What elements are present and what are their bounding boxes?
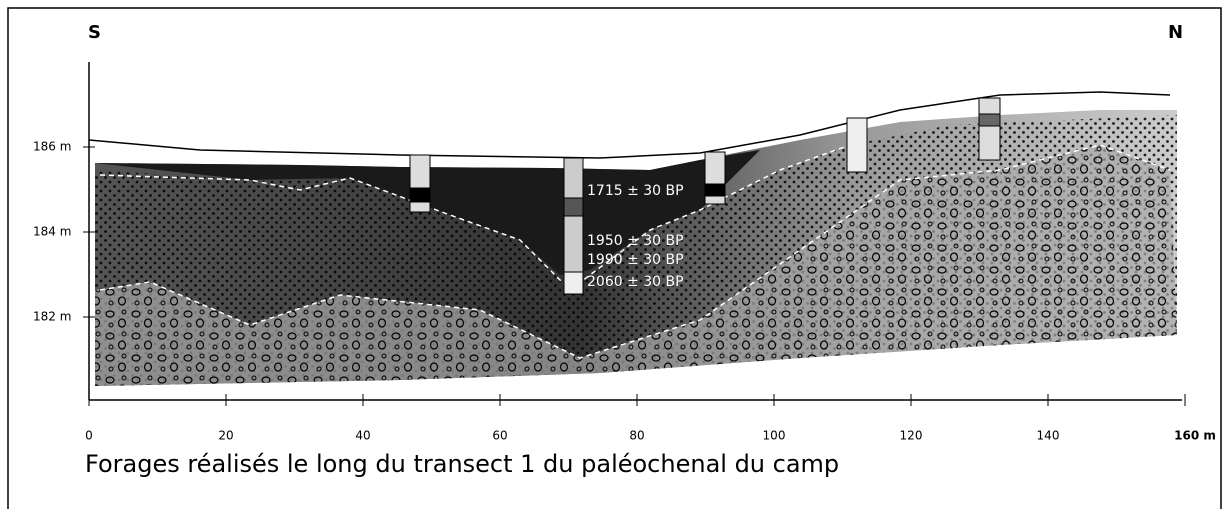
x-tick-label: 120 bbox=[900, 429, 923, 443]
x-tick-label: 60 bbox=[492, 429, 507, 443]
x-tick-label: 20 bbox=[218, 429, 233, 443]
caption: Forages réalisés le long du transect 1 d… bbox=[85, 450, 839, 478]
date-label: 1715 ± 30 BP bbox=[587, 183, 684, 199]
x-tick-label: 80 bbox=[629, 429, 644, 443]
date-label: 1950 ± 30 BP bbox=[587, 233, 684, 249]
x-tick-label: 40 bbox=[355, 429, 370, 443]
x-tick-label: 160 m bbox=[1174, 429, 1216, 443]
y-tick-label: 182 m bbox=[33, 310, 71, 324]
y-tick-label: 186 m bbox=[33, 140, 71, 154]
y-tick-label: 184 m bbox=[33, 225, 71, 239]
x-tick-label: 140 bbox=[1037, 429, 1060, 443]
south-label: S bbox=[88, 22, 101, 43]
figure: S N 1715 ± 30 BP 1950 ± 30 BP 1990 ± 30 … bbox=[0, 0, 1229, 509]
date-label: 1990 ± 30 BP bbox=[587, 252, 684, 268]
date-label: 2060 ± 30 BP bbox=[587, 274, 684, 290]
north-label: N bbox=[1168, 22, 1183, 43]
x-tick-label: 0 bbox=[85, 429, 93, 443]
x-tick-label: 100 bbox=[763, 429, 786, 443]
